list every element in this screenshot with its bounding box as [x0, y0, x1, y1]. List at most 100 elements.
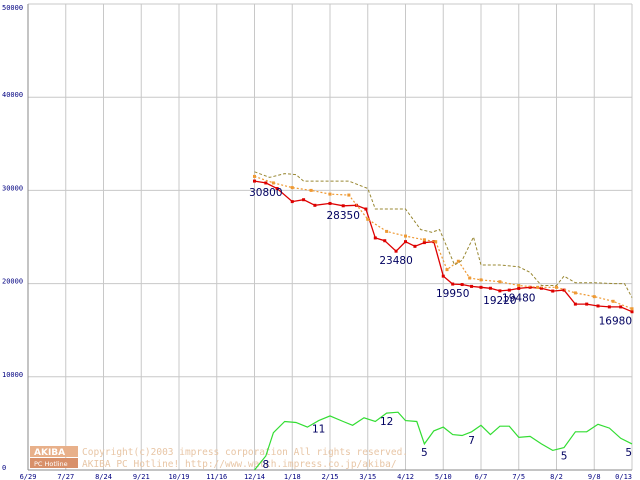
data-label: 11 — [312, 424, 325, 436]
series-point-0 — [422, 241, 426, 245]
logo-box-bottom — [30, 458, 78, 468]
series-point-1 — [445, 268, 449, 272]
series-point-0 — [479, 285, 483, 289]
series-point-0 — [275, 187, 279, 191]
series-point-0 — [313, 203, 317, 207]
series-point-1 — [385, 229, 389, 233]
x-tick-label: 2/15 — [322, 473, 339, 480]
series-point-1 — [253, 174, 256, 178]
x-tick-label: 11/16 — [206, 473, 227, 480]
x-tick-labels: 6/29 7/27 8/24 9/21 10/19 11/16 12/14 1/18 2/15 3… — [20, 473, 632, 480]
series-point-1 — [498, 280, 502, 284]
series-point-1 — [611, 299, 615, 303]
data-label: 23480 — [379, 255, 412, 267]
series-point-0 — [383, 239, 387, 243]
series-point-1 — [404, 234, 407, 238]
logo-bottom-text: PC Hotline — [34, 460, 68, 468]
x-tick-label: 8/2 — [550, 473, 563, 480]
x-tick-label: 6/29 — [20, 473, 37, 480]
y-tick-label: 50000 — [2, 4, 23, 12]
series-point-0 — [517, 286, 521, 290]
logo-box-top — [30, 446, 78, 457]
series-point-1 — [290, 186, 294, 190]
series-point-1 — [366, 217, 370, 221]
data-label: 5 — [625, 447, 632, 459]
x-tick-label: 7/27 — [57, 473, 74, 480]
y-tick-label: 20000 — [2, 278, 23, 286]
y-tick-label: 0 — [2, 464, 6, 472]
series-line-3 — [254, 411, 633, 471]
series-point-1 — [468, 276, 472, 280]
series-point-0 — [460, 283, 464, 287]
x-tick-label: 1/18 — [284, 473, 301, 480]
x-tick-label: 8/24 — [95, 473, 112, 480]
data-label: 5 — [561, 451, 568, 463]
axes — [27, 4, 632, 471]
series-point-1 — [328, 192, 332, 196]
series-point-0 — [302, 198, 306, 202]
series-point-0 — [253, 179, 256, 183]
grid-lines — [28, 3, 633, 470]
series-point-0 — [539, 286, 543, 290]
series-point-0 — [498, 289, 502, 293]
series-point-0 — [264, 181, 268, 185]
series-point-0 — [630, 310, 634, 314]
series-point-1 — [271, 181, 275, 185]
series-point-1 — [434, 240, 438, 244]
series-point-0 — [619, 305, 623, 309]
series-point-1 — [347, 193, 351, 197]
series-point-0 — [488, 286, 492, 290]
x-tick-label: 9/8 — [588, 473, 601, 480]
series-point-0 — [328, 201, 332, 205]
data-label: 8 — [262, 459, 269, 471]
series-point-0 — [551, 289, 555, 293]
y-tick-label: 40000 — [2, 91, 23, 99]
series-point-0 — [404, 240, 407, 244]
x-tick-label: 9/21 — [133, 473, 150, 480]
series-point-0 — [441, 274, 445, 278]
series-point-1 — [517, 283, 521, 287]
series-point-0 — [585, 302, 589, 306]
x-tick-label: 12/14 — [244, 473, 265, 480]
data-label: 12 — [380, 416, 393, 428]
series-point-1 — [592, 295, 596, 299]
x-tick-label: 4/12 — [397, 473, 414, 480]
data-label: 19220 — [483, 295, 516, 307]
watermark: AKIBA PC Hotline Copyright(c)2003 impres… — [30, 446, 408, 470]
series-point-0 — [507, 288, 511, 292]
copyright-line2: AKIBA PC Hotline! http://www.watch.impre… — [82, 459, 397, 470]
data-label: 19950 — [436, 288, 469, 300]
series-point-1 — [456, 259, 460, 263]
series-point-0 — [341, 204, 345, 208]
series-point-1 — [555, 285, 558, 289]
x-tick-label: 7/5 — [512, 473, 525, 480]
series-point-0 — [432, 240, 436, 244]
series-point-0 — [451, 282, 455, 286]
copyright-line1: Copyright(c)2003 impress corporation All… — [82, 447, 408, 458]
data-label: 30800 — [249, 187, 282, 199]
series-point-0 — [394, 249, 398, 253]
series-line-2 — [254, 171, 633, 298]
x-tick-label: 5/10 — [435, 473, 452, 480]
logo-top-text: AKIBA — [34, 448, 65, 458]
series-point-0 — [373, 236, 377, 240]
series-point-0 — [528, 285, 532, 289]
series-point-1 — [630, 307, 634, 311]
series-point-0 — [562, 288, 566, 292]
series-point-0 — [364, 207, 368, 211]
y-tick-labels: 0 10000 20000 30000 40000 50000 — [2, 4, 23, 472]
series-point-0 — [470, 284, 474, 288]
series-point-0 — [290, 200, 294, 204]
series-point-0 — [573, 302, 577, 306]
x-tick-label: 6/7 — [475, 473, 488, 480]
data-label: 19480 — [502, 292, 535, 304]
data-label: 16980 — [599, 316, 632, 328]
x-tick-label: 3/15 — [359, 473, 376, 480]
x-tick-label: 10/19 — [168, 473, 189, 480]
series-point-1 — [573, 291, 577, 295]
series-point-1 — [479, 278, 483, 282]
series-point-1 — [536, 285, 540, 289]
series-point-1 — [309, 188, 313, 192]
